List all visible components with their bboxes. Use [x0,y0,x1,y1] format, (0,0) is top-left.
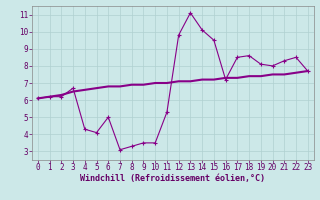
X-axis label: Windchill (Refroidissement éolien,°C): Windchill (Refroidissement éolien,°C) [80,174,265,183]
